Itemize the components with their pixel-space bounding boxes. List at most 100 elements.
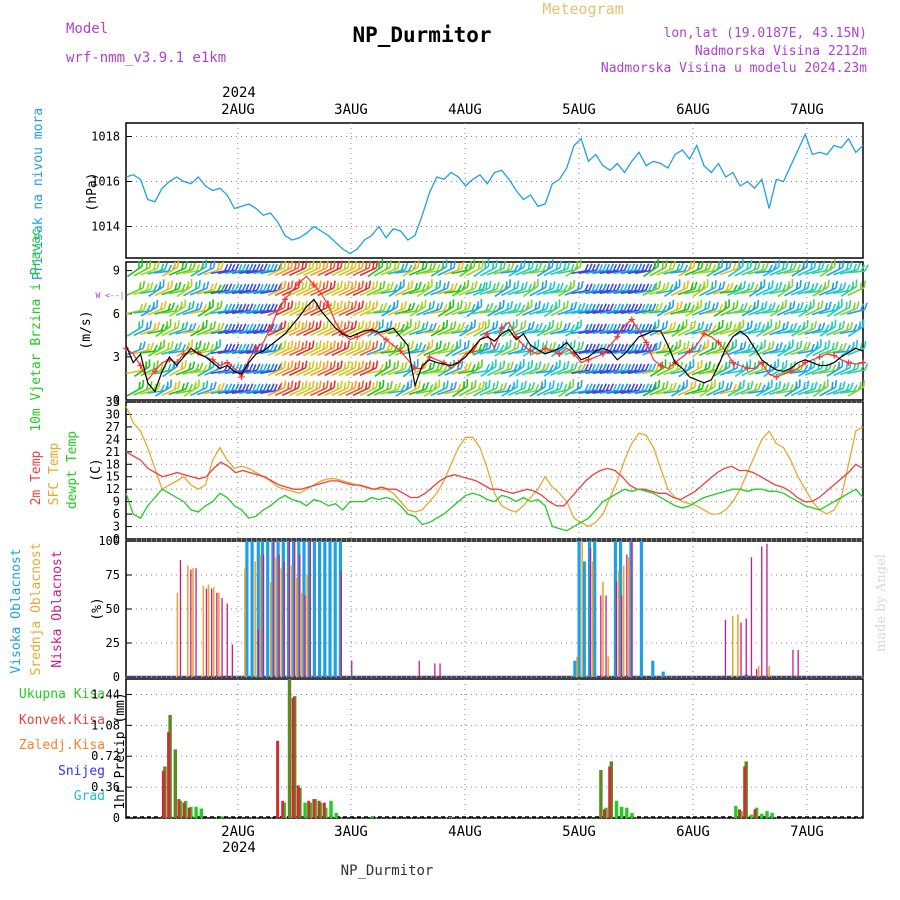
wind-barb bbox=[613, 383, 636, 395]
top-day-label: 5AUG bbox=[562, 102, 596, 118]
cloud-bar bbox=[628, 557, 630, 677]
wind-barb bbox=[713, 260, 732, 277]
cloud-bar bbox=[626, 554, 628, 677]
precip-panel: 0 0.36 0.72 1.08 1.44 bbox=[91, 678, 864, 825]
wind-barb bbox=[706, 259, 724, 277]
wind-barb bbox=[401, 281, 422, 296]
wind-barb bbox=[126, 319, 144, 337]
model-value: wrf-nmm_v3.9.1 e1km bbox=[66, 50, 226, 66]
wind-barb bbox=[620, 303, 643, 315]
cloud-bar bbox=[271, 541, 275, 677]
precip-bar bbox=[194, 806, 198, 818]
wind-barb bbox=[231, 343, 254, 355]
precip-bar bbox=[614, 800, 619, 818]
cloud-bar bbox=[292, 541, 296, 677]
wind-barb bbox=[748, 262, 769, 275]
wind-barb bbox=[210, 383, 233, 395]
wind-gust-marker bbox=[281, 296, 288, 303]
cloud-bar bbox=[312, 541, 316, 677]
precip-bar bbox=[317, 800, 321, 818]
wind-barb bbox=[699, 379, 716, 398]
cloud-bar bbox=[318, 541, 322, 677]
cloud-bar bbox=[651, 660, 655, 677]
wind-barb bbox=[620, 323, 643, 335]
precip-bar bbox=[167, 732, 171, 818]
wind-barb bbox=[578, 263, 600, 275]
wind-barb bbox=[698, 301, 720, 316]
wind-gust-marker bbox=[860, 359, 866, 366]
wind-barb bbox=[204, 339, 221, 358]
wind-barb bbox=[359, 360, 379, 377]
wind-barb bbox=[804, 261, 825, 276]
wind-gust-marker bbox=[729, 359, 736, 366]
cloud-bar bbox=[302, 541, 306, 677]
wind-barb bbox=[692, 339, 709, 357]
wind-barb bbox=[133, 320, 153, 337]
wind-barb bbox=[713, 299, 730, 318]
cloud-bar bbox=[731, 615, 734, 677]
wind-barb bbox=[133, 281, 154, 296]
lonlat-text: lon,lat (19.0187E, 43.15N) bbox=[664, 26, 868, 41]
wind-barb bbox=[790, 380, 810, 397]
temp-ytick-label: 33 bbox=[106, 395, 120, 409]
wind-barb bbox=[465, 282, 486, 295]
wind-barb bbox=[606, 343, 629, 355]
wind-barb bbox=[847, 379, 865, 397]
precip-bar bbox=[754, 807, 759, 818]
wind-barb bbox=[430, 380, 449, 397]
wind-barb bbox=[826, 299, 843, 318]
wind-barb bbox=[706, 380, 725, 397]
wind-barb bbox=[374, 359, 391, 378]
wind-barb bbox=[493, 301, 514, 316]
wind-barb bbox=[691, 300, 711, 316]
wind-barb bbox=[239, 283, 261, 295]
temp-frame bbox=[125, 401, 864, 540]
cloud-bar bbox=[262, 554, 265, 677]
wind-barb bbox=[592, 323, 614, 335]
wind-barb bbox=[613, 263, 636, 275]
wind-barb bbox=[190, 380, 209, 397]
precip-bar bbox=[161, 770, 165, 818]
wind-ylabel-title: 10m Vjetar Brzina i Pravac bbox=[29, 228, 44, 432]
wind-barb bbox=[175, 300, 195, 316]
wind-barb bbox=[833, 321, 854, 336]
precip-bar bbox=[630, 812, 634, 818]
wind-barb bbox=[578, 343, 600, 355]
precip-ytick-label: 0.72 bbox=[91, 749, 120, 763]
wind-barb bbox=[634, 303, 657, 315]
wind-barb bbox=[451, 279, 470, 297]
wind-barb bbox=[217, 343, 240, 355]
wind-barb bbox=[515, 299, 533, 317]
precip-bar bbox=[282, 802, 286, 818]
wind-barb bbox=[777, 279, 794, 298]
wind-barb bbox=[437, 299, 455, 318]
wind-barb bbox=[578, 303, 600, 315]
bottom-day-labels: 2AUG 3AUG 4AUG 5AUG 6AUG 7AUG bbox=[221, 824, 824, 840]
cloud-bar bbox=[260, 541, 265, 677]
footer-station: NP_Durmitor bbox=[341, 863, 434, 879]
wind-gust-marker bbox=[498, 325, 505, 332]
wind-barb bbox=[274, 360, 294, 377]
wind-barb bbox=[494, 339, 512, 357]
precip-ytick-label: 0.36 bbox=[91, 780, 120, 794]
wind-barb bbox=[501, 319, 518, 338]
wind-barb bbox=[670, 280, 690, 297]
cloud-ylabel: Visoka Oblacnost Srednja Oblacnost Niska… bbox=[9, 542, 105, 675]
wind-barb bbox=[168, 321, 189, 336]
precip-legend: Ukupna Kisa Konvek.Kisa Zaledj.Kisa Snij… bbox=[19, 687, 128, 810]
wind-barb bbox=[734, 381, 754, 396]
wind-barb bbox=[126, 379, 145, 397]
precip-bar bbox=[599, 770, 603, 818]
wind-barb bbox=[500, 340, 520, 356]
wind-barb bbox=[352, 260, 372, 277]
wind-barb bbox=[331, 380, 350, 397]
cloud-bar bbox=[766, 543, 768, 677]
precip-bar bbox=[189, 806, 193, 818]
wind-ylabel-unit: (m/s) bbox=[79, 310, 94, 349]
cloud-bar bbox=[607, 656, 609, 677]
wind-barb bbox=[706, 319, 724, 337]
cloud-bar bbox=[276, 541, 280, 677]
wind-barb bbox=[756, 319, 773, 338]
wind-gust-marker bbox=[209, 356, 216, 363]
wind-barb bbox=[515, 360, 534, 377]
